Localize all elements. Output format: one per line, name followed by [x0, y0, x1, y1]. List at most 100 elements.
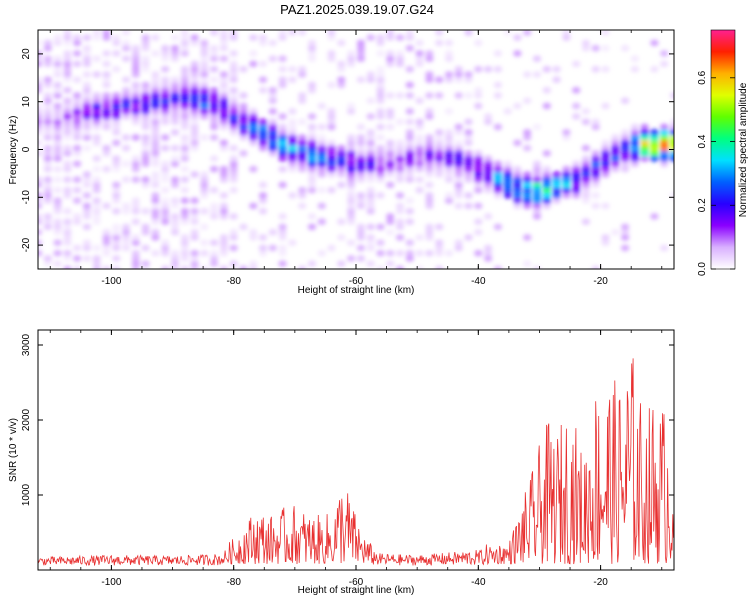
spectrogram-cell: [278, 223, 287, 231]
spectrogram-cell: [43, 108, 52, 115]
spectrogram-cell: [483, 165, 493, 173]
spectrogram-cell: [151, 144, 160, 152]
spectrogram-cell: [258, 181, 268, 189]
spectrogram-cell: [366, 223, 375, 231]
spectrogram-cell: [112, 160, 121, 167]
spectrogram-cell: [346, 160, 356, 167]
spectrogram-cell: [141, 108, 150, 115]
spectrogram-cell: [92, 71, 101, 78]
spectrogram-cell: [131, 81, 140, 89]
spectrogram-cell: [200, 102, 209, 110]
spectrogram-cell: [170, 202, 180, 210]
spectrogram-cell: [141, 118, 150, 126]
spectrogram-cell: [43, 97, 52, 104]
spectrogram-cell: [131, 50, 140, 57]
spectrogram-cell: [425, 165, 434, 173]
spectrogram-cell: [435, 160, 444, 167]
spectrogram-cell: [298, 144, 307, 152]
spectrogram-cell: [356, 223, 366, 231]
spectrogram-cell: [170, 155, 180, 162]
spectrogram-cell: [630, 139, 640, 146]
spectrogram-cell: [161, 50, 170, 57]
spectrogram-cell: [112, 244, 121, 252]
spectrogram-cell: [258, 118, 268, 126]
spectrogram-cell: [131, 239, 140, 246]
spectrogram-cell: [669, 155, 674, 162]
snr-series-line: [38, 358, 674, 567]
spectrogram-cell: [200, 39, 209, 47]
spectrogram-cell: [660, 134, 669, 141]
spectrogram-cell: [53, 108, 62, 115]
spectrogram-cell: [53, 87, 62, 94]
spectrogram-cell: [356, 123, 366, 131]
spectrogram-cell: [415, 39, 424, 47]
spectrogram-cell: [170, 260, 180, 267]
spectrogram-cell: [170, 197, 180, 204]
spectrogram-cell: [268, 123, 277, 131]
spectrogram-cell: [298, 71, 307, 78]
spectrogram-cell: [151, 76, 160, 83]
spectrogram-cell: [43, 60, 52, 68]
spectrogram-cell: [386, 92, 395, 99]
spectrogram-cell: [219, 202, 229, 210]
spectrogram-cell: [493, 192, 503, 199]
spectrogram-cell: [483, 186, 493, 194]
spectrogram-cell: [190, 87, 199, 94]
spectrogram-cell: [209, 202, 219, 210]
spectrogram-cell: [82, 144, 92, 152]
spectrogram-cell: [63, 150, 72, 157]
spectrogram-cell: [278, 181, 287, 189]
spectrogram-cell: [307, 39, 317, 47]
spectrogram-cell: [131, 218, 140, 225]
spectrogram-cell: [415, 55, 424, 62]
spectrogram-cell: [523, 186, 532, 194]
spectrogram-cell: [640, 155, 649, 162]
spectrogram-cell: [405, 30, 414, 36]
spectrogram-cell: [346, 239, 356, 246]
spectrogram-cell: [454, 66, 463, 73]
spectrogram-cell: [161, 144, 170, 152]
spectrogram-cell: [200, 66, 209, 73]
spectrogram-cell: [474, 155, 483, 162]
spectrogram-cell: [170, 250, 180, 257]
spectrogram-cell: [395, 34, 405, 41]
spectrogram-cell: [307, 87, 317, 94]
spectrogram-cell: [376, 50, 385, 57]
spectrogram-x-tick-label: -40: [471, 276, 486, 287]
spectrogram-cell: [405, 92, 414, 99]
spectrogram-cell: [239, 92, 248, 99]
spectrogram-cell: [72, 144, 82, 152]
spectrogram-cell: [454, 171, 463, 178]
spectrogram-cell: [112, 50, 121, 57]
spectrogram-cell: [72, 150, 82, 157]
spectrogram-cell: [542, 66, 551, 73]
spectrogram-cell: [405, 129, 414, 136]
spectrogram-cell: [523, 181, 532, 189]
spectrogram-cell: [307, 45, 317, 52]
spectrogram-cell: [63, 113, 72, 120]
spectrogram-cell: [38, 139, 43, 146]
spectrogram-cell: [562, 171, 571, 178]
spectrogram-cell: [327, 155, 336, 162]
spectrogram-cell: [444, 55, 454, 62]
spectrogram-cell: [474, 171, 483, 178]
spectrogram-cell: [229, 108, 238, 115]
spectrogram-cell: [170, 34, 180, 41]
spectrogram-cell: [278, 244, 287, 252]
spectrogram-cell: [219, 113, 229, 120]
spectrogram-cell: [425, 181, 434, 189]
spectrogram-cell: [376, 165, 385, 173]
spectrogram-cell: [435, 165, 444, 173]
spectrogram-cell: [288, 66, 297, 73]
spectrogram-cell: [131, 250, 140, 257]
spectrogram-cell: [82, 134, 92, 141]
spectrogram-cell: [346, 60, 356, 68]
spectrogram-cell: [660, 50, 669, 57]
spectrogram-cell: [278, 81, 287, 89]
spectrogram-cell: [268, 108, 277, 115]
spectrogram-cell: [444, 171, 454, 178]
spectrogram-cell: [298, 134, 307, 141]
spectrogram-cell: [63, 87, 72, 94]
spectrogram-cell: [258, 39, 268, 47]
